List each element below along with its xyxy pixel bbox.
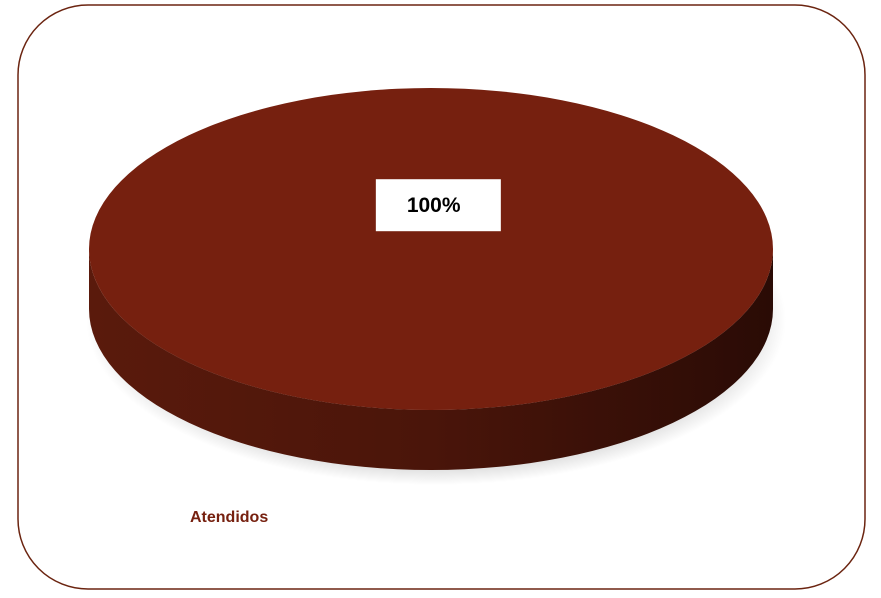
legend-label: Atendidos — [190, 509, 268, 526]
pie-slice — [89, 88, 773, 410]
pie: 100% — [89, 88, 773, 470]
pie-side — [89, 249, 773, 470]
data-label: 100% — [407, 194, 461, 217]
data-label-box — [375, 179, 501, 232]
